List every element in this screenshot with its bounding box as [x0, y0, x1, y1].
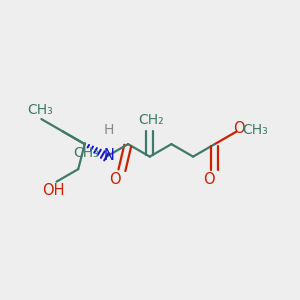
Text: OH: OH: [42, 183, 65, 198]
Text: H: H: [103, 123, 114, 137]
Text: CH₃: CH₃: [243, 123, 268, 137]
Text: CH₃: CH₃: [73, 146, 99, 160]
Text: O: O: [203, 172, 215, 187]
Text: O: O: [109, 172, 121, 187]
Text: N: N: [103, 148, 114, 163]
Text: O: O: [234, 121, 245, 136]
Text: CH₃: CH₃: [27, 103, 53, 117]
Text: CH₂: CH₂: [138, 113, 164, 127]
